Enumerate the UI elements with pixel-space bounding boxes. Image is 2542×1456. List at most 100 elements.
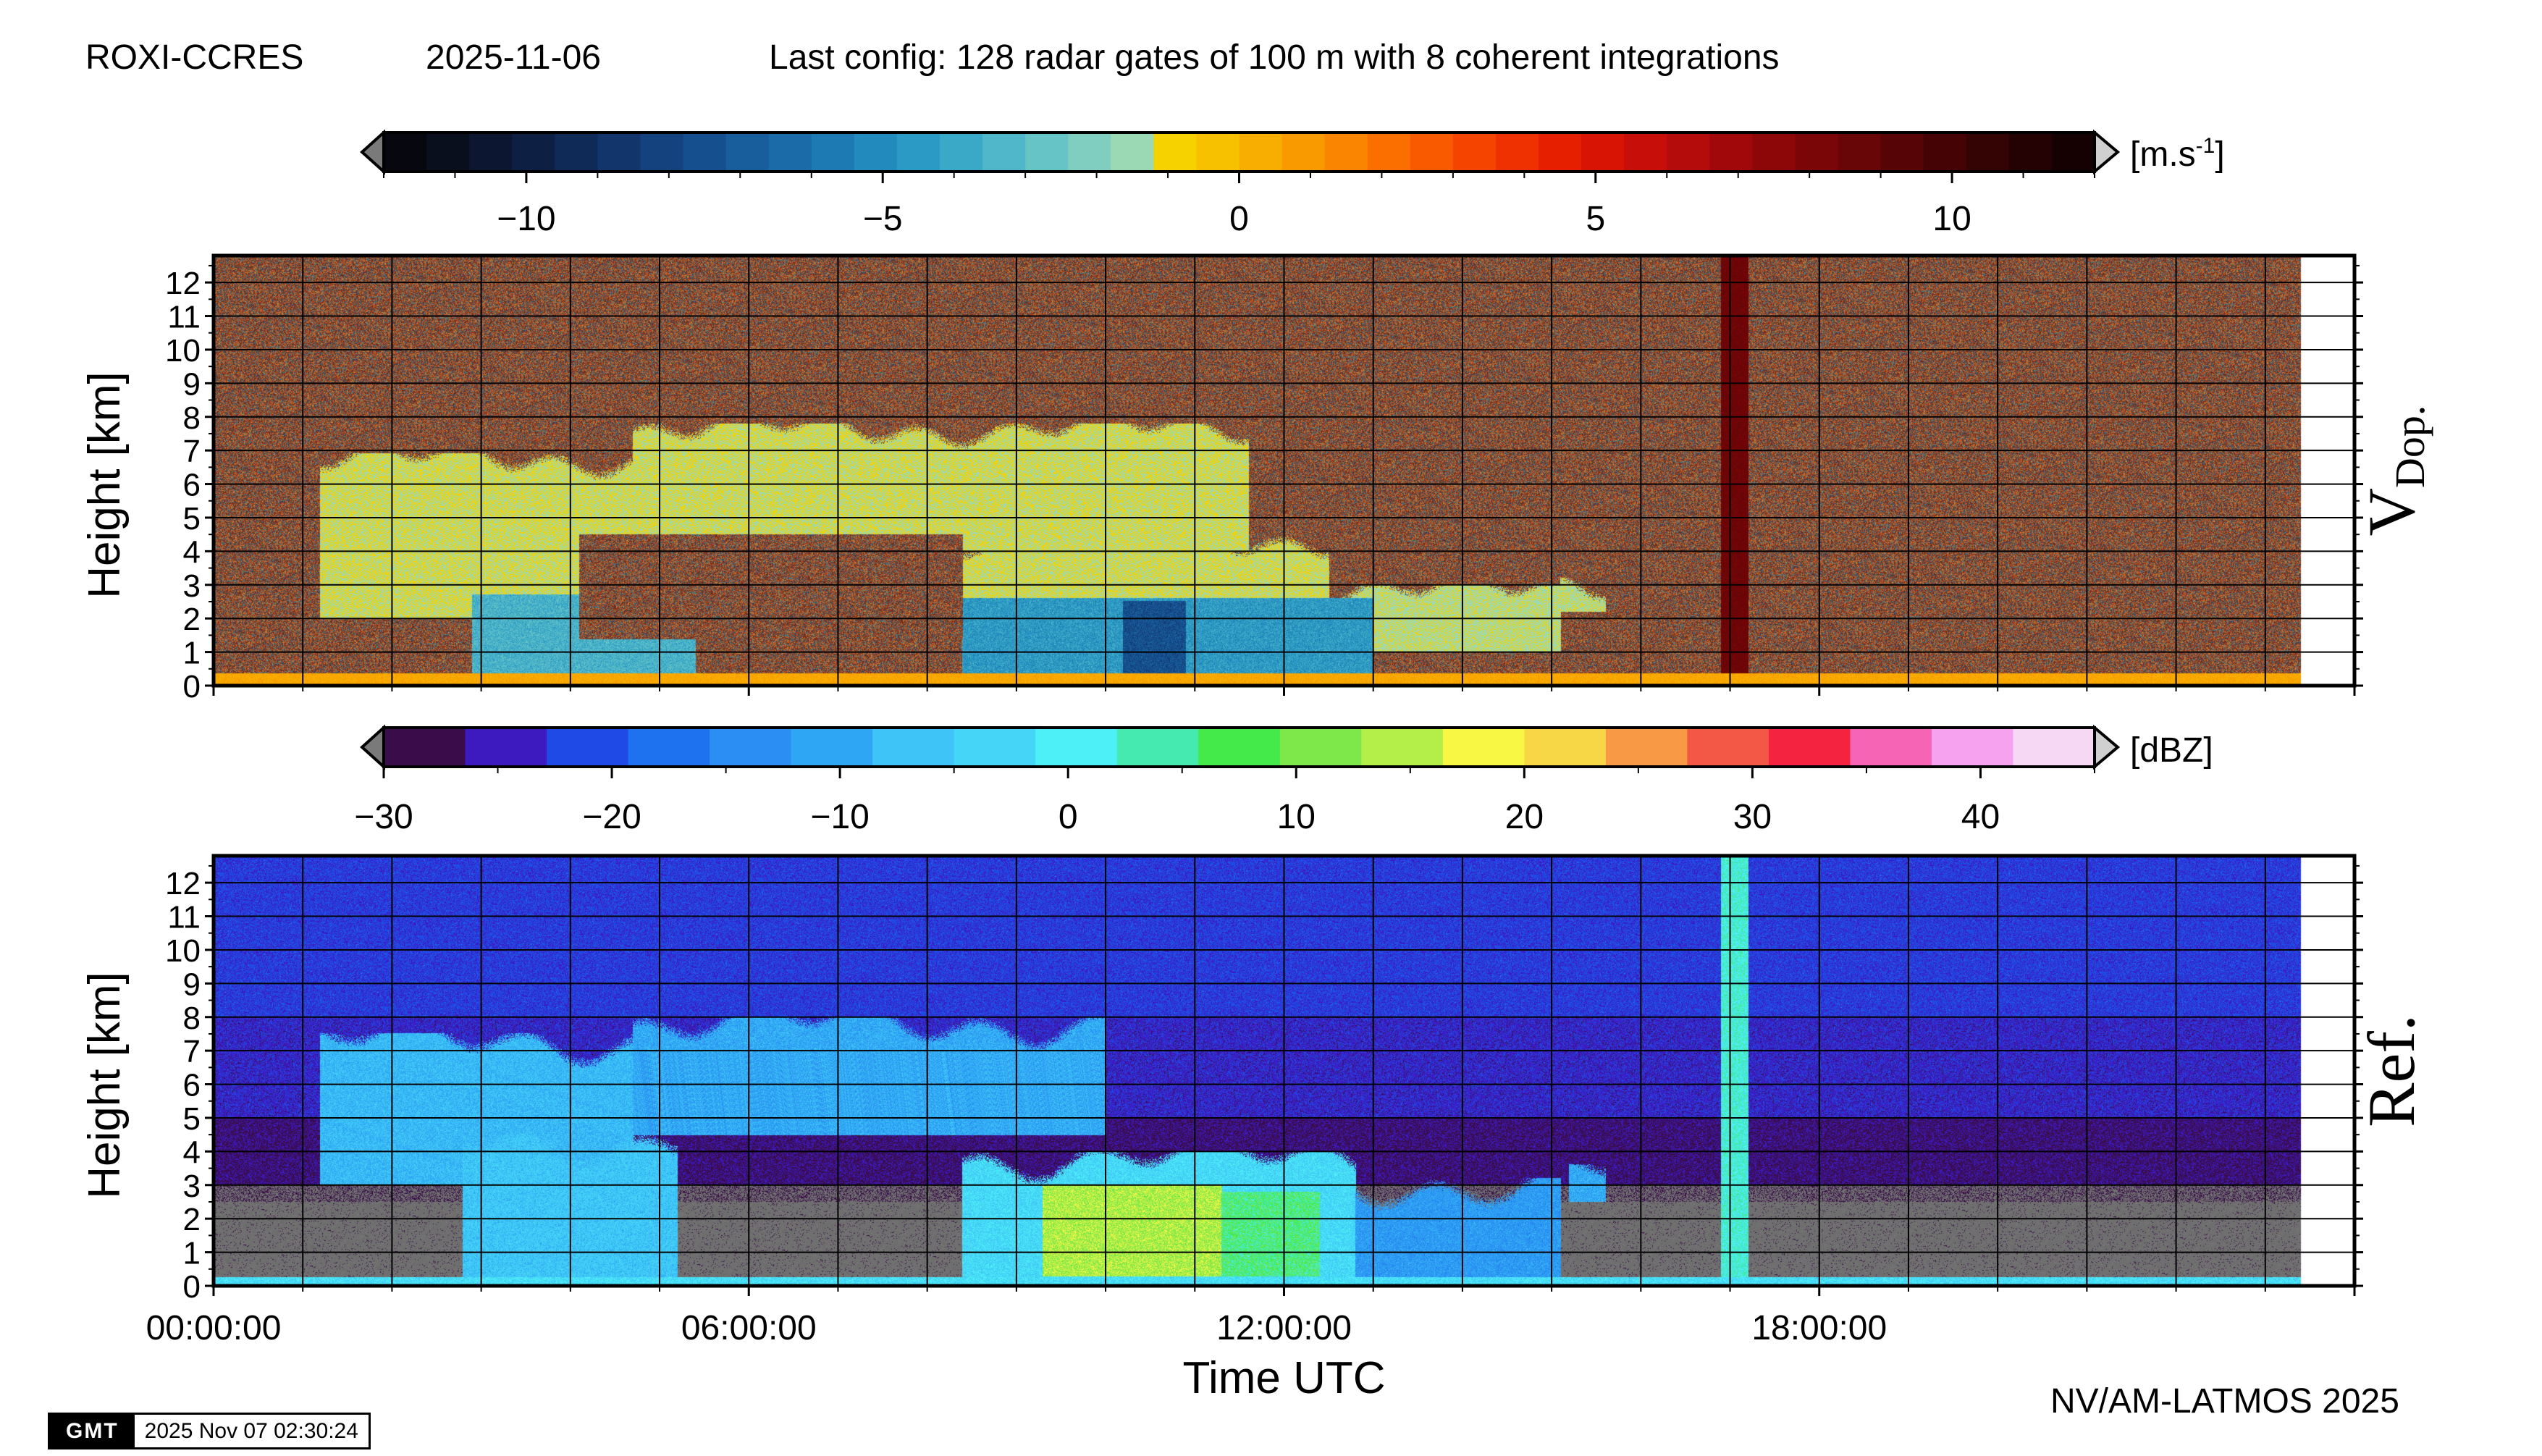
y-tick-label: 1 (183, 636, 201, 671)
y-tick-label: 3 (183, 1169, 201, 1204)
colorbar-segment (768, 132, 812, 172)
y-tick-label: 9 (183, 366, 201, 402)
y-tick-label: 8 (183, 400, 201, 436)
colorbar-segment (1025, 132, 1069, 172)
colorbar-segment (1539, 132, 1582, 172)
station-name: ROXI-CCRES (85, 38, 304, 77)
y-tick-label: 10 (165, 333, 201, 369)
colorbar-segment (547, 728, 629, 767)
colorbar-segment (2008, 132, 2053, 172)
colorbar-segment (1035, 728, 1118, 767)
x-tick-label: 12:00:00 (1216, 1309, 1352, 1347)
reflectivity-colorbar: −30 −20 −10 0 10 20 30 40 [dBZ] (354, 724, 2213, 836)
colorbar-segment (1667, 132, 1710, 172)
y-axis-title: Height [km] (80, 972, 130, 1199)
colorbar-segment (1068, 132, 1111, 172)
colorbar-segment (710, 728, 792, 767)
y-tick-label: 0 (183, 1269, 201, 1305)
y-tick-label: 4 (183, 534, 201, 570)
colorbar-segment (1442, 728, 1525, 767)
colorbar-segment (597, 132, 641, 172)
y-tick-label: 2 (183, 602, 201, 637)
colorbar-segment (896, 132, 940, 172)
y-tick-label: 12 (165, 266, 201, 301)
y-tick-label: 0 (183, 669, 201, 704)
colorbar-segment (1931, 728, 2014, 767)
colorbar-segment (1923, 132, 1967, 172)
colorbar-tick-label: −10 (497, 200, 555, 238)
colorbar-segment (640, 132, 684, 172)
grid (213, 856, 2355, 1287)
colorbar-segment (1111, 132, 1154, 172)
colorbar-segment (939, 132, 983, 172)
colorbar-tick-label: 30 (1733, 798, 1772, 836)
colorbar-tick-label: 40 (1961, 798, 2000, 836)
x-axis-title: Time UTC (1182, 1353, 1385, 1403)
panel-label: VDop. (2354, 405, 2433, 536)
colorbar-segment (982, 132, 1026, 172)
colorbar-segment (1196, 132, 1240, 172)
colorbar-segment (1581, 132, 1625, 172)
gmt-logo: GMT (50, 1415, 135, 1447)
colorbar-segment (683, 132, 727, 172)
colorbar-overflow-triangle (2093, 724, 2121, 770)
colorbar-segment (1239, 132, 1283, 172)
y-tick-label: 7 (183, 434, 201, 469)
colorbar-segment (2051, 132, 2095, 172)
colorbar-tick-label: 10 (1932, 200, 1971, 238)
colorbar-segment (512, 132, 555, 172)
colorbar-underflow-triangle (360, 129, 385, 175)
colorbar-segment (465, 728, 547, 767)
colorbar-segment (384, 728, 466, 767)
colorbar-tick-label: 10 (1277, 798, 1316, 836)
y-tick-label: 7 (183, 1034, 201, 1069)
colorbar-segment (1367, 132, 1411, 172)
y-tick-label: 11 (167, 900, 201, 935)
colorbar-segment (1324, 132, 1368, 172)
colorbar-segment (1605, 728, 1688, 767)
colorbar-tick-label: −30 (354, 798, 413, 836)
doppler-colorbar: −10 −5 0 5 10 [m.s-1] (360, 129, 2225, 238)
colorbar-segment (2013, 728, 2095, 767)
gmt-stamp: GMT 2025 Nov 07 02:30:24 (48, 1413, 371, 1449)
y-tick-label: 8 (183, 1001, 201, 1036)
y-tick-label: 4 (183, 1135, 201, 1170)
colorbar-segment (854, 132, 898, 172)
colorbar-segment (1752, 132, 1796, 172)
colorbar-segment (426, 132, 470, 172)
y-tick-label: 5 (183, 1101, 201, 1137)
colorbar-segment (954, 728, 1036, 767)
colorbar-unit: [m.s-1] (2130, 134, 2225, 174)
colorbar-segment (1116, 728, 1199, 767)
colorbar-segment (791, 728, 873, 767)
x-tick-label: 18:00:00 (1751, 1309, 1887, 1347)
colorbar-segment (628, 728, 710, 767)
colorbar-segment (384, 132, 427, 172)
colorbar-segment (872, 728, 955, 767)
colorbar-tick-label: 5 (1586, 200, 1605, 238)
colorbar-tick-label: −5 (863, 200, 903, 238)
colorbar-segment (1850, 728, 1932, 767)
y-tick-label: 11 (167, 300, 201, 335)
colorbar-segment (1795, 132, 1839, 172)
colorbar-tick-label: −20 (582, 798, 641, 836)
colorbar-segment (1838, 132, 1882, 172)
colorbar-segment (1880, 132, 1924, 172)
panel-label: Ref. (2354, 1014, 2428, 1127)
colorbar-segment (1966, 132, 2010, 172)
y-tick-label: 1 (183, 1236, 201, 1271)
colorbar-segment (1153, 132, 1198, 172)
colorbar-segment (555, 132, 598, 172)
y-tick-label: 2 (183, 1202, 201, 1237)
y-tick-label: 3 (183, 568, 201, 604)
config-label: Last config: 128 radar gates of 100 m wi… (769, 38, 1780, 77)
x-tick-label: 06:00:00 (681, 1309, 817, 1347)
colorbar-segment (1709, 132, 1753, 172)
y-tick-label: 10 (165, 933, 201, 969)
colorbar-segment (1279, 728, 1362, 767)
y-tick-label: 9 (183, 967, 201, 1002)
date-label: 2025-11-06 (426, 38, 601, 77)
